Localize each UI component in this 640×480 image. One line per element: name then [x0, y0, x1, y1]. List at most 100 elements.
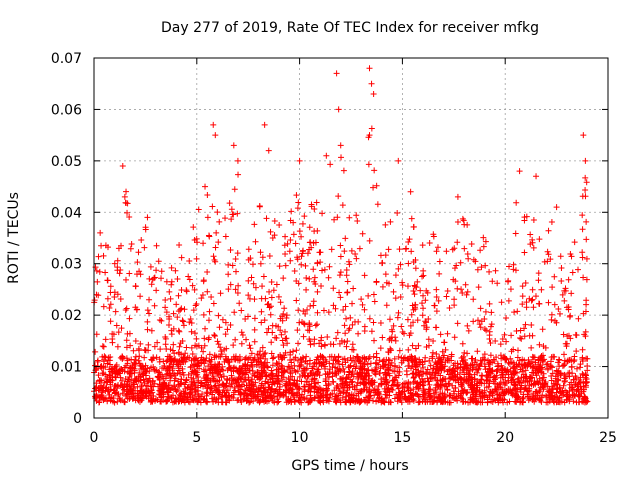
data-point	[104, 295, 111, 302]
data-point	[291, 396, 298, 403]
data-point	[187, 389, 194, 396]
data-point	[570, 391, 577, 398]
data-point	[521, 386, 528, 393]
data-point	[157, 387, 164, 394]
data-point	[94, 278, 101, 285]
data-point	[390, 377, 397, 384]
data-point	[521, 325, 528, 332]
data-point	[347, 314, 354, 321]
data-point	[130, 364, 137, 371]
data-point	[219, 381, 226, 388]
data-point	[333, 357, 340, 364]
data-point	[337, 367, 344, 374]
data-point	[338, 154, 345, 161]
data-point	[405, 355, 412, 362]
data-point	[238, 398, 245, 405]
data-point	[251, 221, 258, 228]
data-point	[177, 379, 184, 386]
data-point	[260, 384, 267, 391]
data-point	[461, 349, 468, 356]
data-point	[234, 379, 241, 386]
data-point	[107, 376, 114, 383]
data-point	[335, 193, 342, 200]
data-point	[110, 395, 117, 402]
data-point	[422, 398, 429, 405]
data-point	[436, 270, 443, 277]
data-point	[279, 364, 286, 371]
data-point	[458, 383, 465, 390]
data-point	[286, 248, 293, 255]
data-point	[132, 353, 139, 360]
data-point	[230, 342, 237, 349]
data-point	[294, 327, 301, 334]
data-point	[117, 397, 124, 404]
data-point	[408, 248, 415, 255]
data-point	[234, 357, 241, 364]
data-point	[391, 376, 398, 383]
data-point	[566, 388, 573, 395]
data-point	[121, 398, 128, 405]
data-point	[269, 329, 276, 336]
data-point	[151, 366, 158, 373]
data-point	[378, 380, 385, 387]
data-point	[530, 390, 537, 397]
data-point	[265, 325, 272, 332]
data-point	[317, 390, 324, 397]
data-point	[96, 377, 103, 384]
data-point	[130, 379, 137, 386]
data-point	[317, 259, 324, 266]
data-point	[262, 369, 269, 376]
data-point	[426, 239, 433, 246]
data-point	[396, 246, 403, 253]
data-point	[335, 354, 342, 361]
data-point	[400, 357, 407, 364]
data-point	[273, 281, 280, 288]
data-point	[477, 305, 484, 312]
data-point	[553, 204, 560, 211]
data-point	[354, 353, 361, 360]
data-point	[505, 377, 512, 384]
data-point	[212, 398, 219, 405]
data-point	[443, 248, 450, 255]
data-point	[510, 365, 517, 372]
data-point	[387, 399, 394, 406]
data-point	[287, 357, 294, 364]
data-point	[407, 390, 414, 397]
data-point	[396, 368, 403, 375]
data-point	[191, 286, 198, 293]
data-point	[200, 356, 207, 363]
data-point	[370, 91, 377, 97]
data-point	[316, 372, 323, 379]
data-point	[204, 214, 211, 221]
data-point	[451, 296, 458, 303]
data-point	[220, 373, 227, 380]
data-point	[490, 356, 497, 363]
data-point	[464, 288, 471, 295]
data-point	[501, 396, 508, 403]
data-point	[450, 394, 457, 401]
data-point	[470, 296, 477, 303]
data-point	[245, 277, 252, 284]
data-point	[251, 326, 258, 333]
data-point	[210, 121, 217, 128]
data-point	[434, 377, 441, 384]
data-point	[361, 306, 368, 313]
data-point	[245, 384, 252, 391]
data-point	[343, 343, 350, 350]
data-point	[156, 391, 163, 398]
data-point	[419, 312, 426, 319]
data-point	[294, 368, 301, 375]
data-point	[288, 386, 295, 393]
data-point	[303, 365, 310, 372]
data-point	[512, 230, 519, 237]
data-point	[249, 261, 256, 268]
data-point	[245, 246, 252, 253]
data-point	[451, 265, 458, 272]
data-point	[314, 354, 321, 361]
data-point	[379, 363, 386, 370]
data-point	[529, 396, 536, 403]
data-point	[333, 370, 340, 377]
data-point	[467, 381, 474, 388]
data-point	[147, 389, 154, 396]
data-point	[445, 380, 452, 387]
